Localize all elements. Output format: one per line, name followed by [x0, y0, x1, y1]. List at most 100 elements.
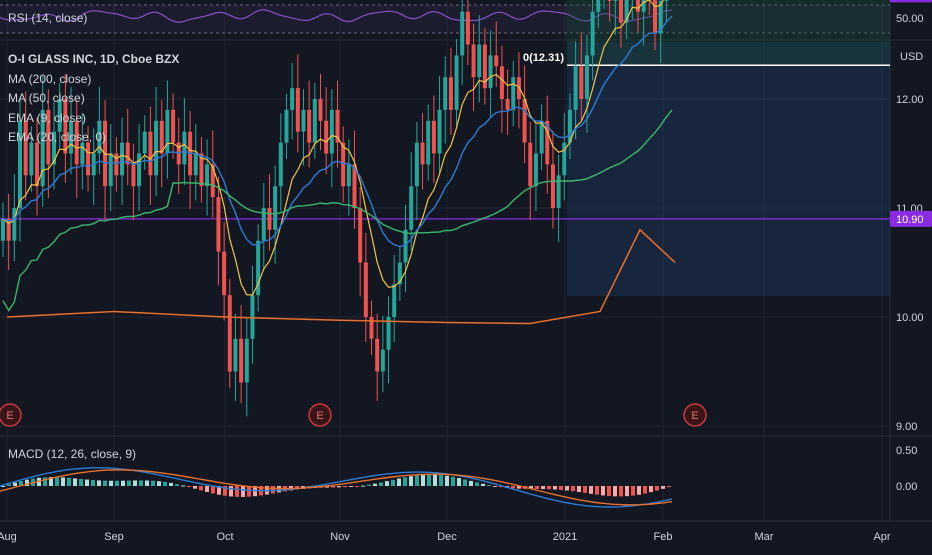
- macd-axis-label: 0.00: [896, 481, 917, 493]
- macd-histogram-bar: [205, 486, 209, 492]
- macd-histogram-bar: [169, 482, 173, 486]
- fib-level-label: 0(12.31): [523, 52, 564, 64]
- candle-body: [596, 0, 601, 12]
- candle-body: [210, 164, 215, 198]
- price-axis-label: 12.00: [896, 94, 924, 106]
- candle-body: [454, 55, 459, 110]
- candle-body: [312, 99, 317, 143]
- macd-histogram-bar: [217, 486, 221, 495]
- time-axis-label: Oct: [216, 531, 233, 543]
- candle-body: [108, 153, 113, 187]
- symbol-title[interactable]: O-I GLASS INC, 1D, Cboe BZX: [8, 52, 180, 66]
- macd-histogram-bar: [481, 483, 485, 486]
- candle-body: [222, 251, 227, 296]
- macd-histogram-bar: [103, 480, 107, 486]
- candle-body: [550, 164, 555, 208]
- macd-histogram-bar: [637, 486, 641, 495]
- candle-body: [618, 0, 623, 23]
- macd-histogram-bar: [421, 474, 425, 486]
- candle-body: [443, 77, 448, 110]
- candle-body: [545, 120, 550, 165]
- candle-body: [346, 164, 351, 187]
- candle-body: [403, 229, 408, 263]
- macd-histogram-bar: [487, 485, 491, 487]
- macd-histogram-bar: [385, 481, 389, 486]
- earnings-marker-label: E: [6, 410, 13, 422]
- candle-body: [193, 153, 198, 176]
- rsi-line: [0, 9, 673, 23]
- macd-histogram-bar: [625, 486, 629, 497]
- macd-histogram-bar: [151, 480, 155, 486]
- candle-body: [329, 109, 334, 154]
- candle-body: [284, 109, 289, 143]
- price-tag-label: 12.96: [896, 0, 924, 1]
- candle-body: [1, 218, 5, 241]
- macd-histogram-bar: [97, 480, 101, 486]
- candle-body: [380, 349, 385, 372]
- macd-histogram-bar: [457, 478, 461, 486]
- candle-body: [522, 99, 527, 143]
- macd-signal-line: [0, 469, 673, 506]
- candle-body: [80, 142, 85, 165]
- candle-body: [579, 66, 584, 99]
- time-axis-label: Dec: [437, 531, 457, 543]
- candle-body: [562, 142, 567, 176]
- macd-histogram-bar: [1, 486, 5, 487]
- candle-body: [397, 262, 402, 285]
- macd-histogram-bar: [19, 480, 23, 486]
- ema9-line: [2, 0, 664, 296]
- candle-body: [52, 131, 57, 165]
- candle-body: [499, 66, 504, 99]
- macd-histogram-bar: [409, 476, 413, 486]
- candle-body: [511, 77, 516, 110]
- macd-histogram-bar: [391, 479, 395, 486]
- macd-histogram-bar: [73, 478, 77, 486]
- macd-histogram-bar: [181, 485, 185, 487]
- candle-body: [652, 0, 657, 34]
- macd-histogram-bar: [145, 480, 149, 486]
- main-legend: O-I GLASS INC, 1D, Cboe BZX MA (200, clo…: [8, 50, 179, 148]
- candle-body: [624, 0, 629, 23]
- macd-histogram-bar: [43, 477, 47, 486]
- macd-histogram-bar: [541, 486, 545, 490]
- macd-histogram-bar: [643, 486, 647, 494]
- macd-histogram-bar: [175, 484, 179, 486]
- legend-ma50[interactable]: MA (50, close): [8, 91, 85, 105]
- candle-body: [426, 120, 431, 165]
- candle-body: [363, 262, 368, 317]
- legend-ema9[interactable]: EMA (9, close): [8, 110, 87, 125]
- macd-histogram-bar: [613, 486, 617, 497]
- candle-body: [533, 153, 538, 187]
- candle-body: [369, 317, 374, 339]
- candle-body: [18, 120, 23, 208]
- macd-histogram-bar: [85, 479, 89, 486]
- candle-body: [431, 120, 436, 154]
- macd-histogram-bar: [601, 486, 605, 496]
- macd-histogram-bar: [667, 486, 671, 488]
- time-axis-label: Sep: [104, 531, 124, 543]
- macd-histogram-bar: [469, 480, 473, 486]
- legend-ema20[interactable]: EMA (20, close, 0): [8, 130, 107, 144]
- candle-body: [256, 240, 261, 296]
- candle-body: [267, 208, 272, 230]
- candle-body: [35, 142, 40, 187]
- macd-histogram-bar: [589, 486, 593, 494]
- candle-body: [12, 208, 17, 241]
- macd-histogram-bar: [13, 482, 17, 486]
- macd-histogram-bar: [649, 486, 653, 493]
- macd-histogram-bar: [223, 486, 227, 496]
- macd-histogram-bar: [655, 486, 659, 491]
- legend-ma200[interactable]: MA (200, close): [8, 71, 92, 86]
- macd-histogram-bar: [337, 486, 341, 488]
- macd-histogram-bar: [121, 480, 125, 486]
- macd-histogram-bar: [109, 480, 113, 486]
- macd-histogram-bar: [277, 486, 281, 493]
- candle-body: [613, 0, 618, 1]
- rsi-axis-label: 50.00: [896, 13, 924, 25]
- candle-body: [69, 120, 74, 154]
- candle-body: [97, 120, 102, 154]
- candle-body: [352, 164, 357, 208]
- macd-histogram-bar: [577, 486, 581, 493]
